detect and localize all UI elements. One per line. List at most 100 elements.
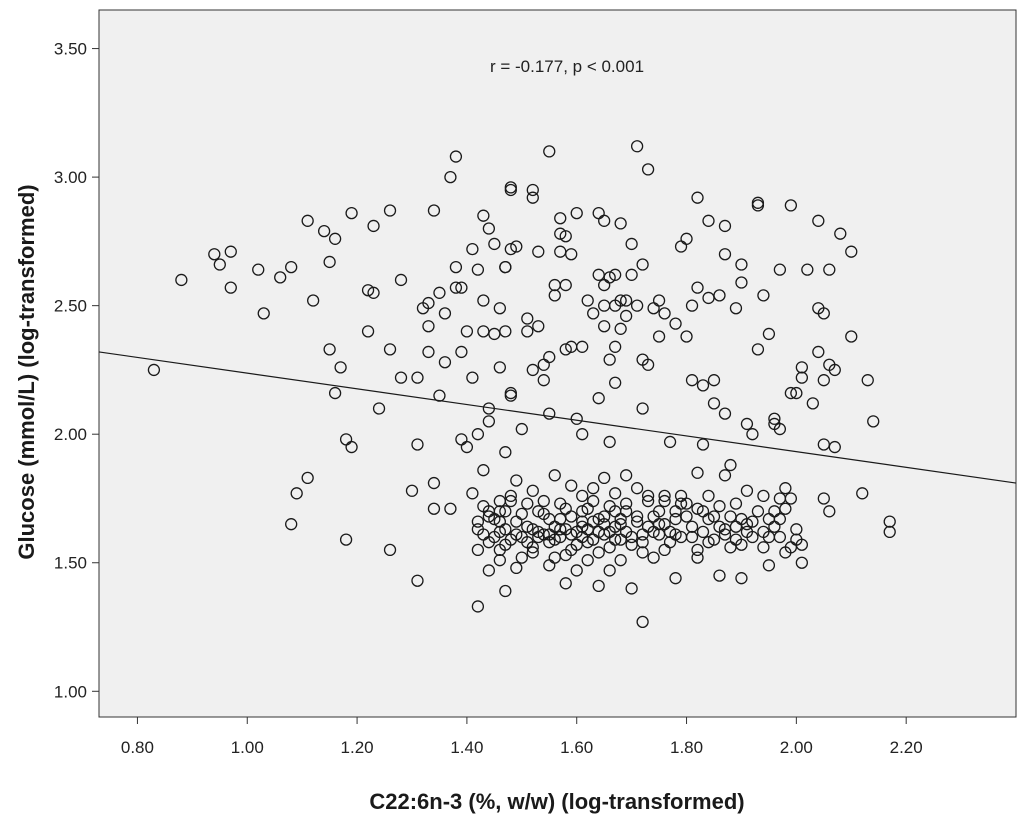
plot-area bbox=[98, 9, 1017, 718]
data-point bbox=[576, 505, 589, 518]
data-point bbox=[691, 502, 704, 515]
data-point bbox=[669, 528, 682, 541]
data-point bbox=[361, 284, 375, 297]
data-point bbox=[603, 271, 616, 284]
data-point bbox=[471, 600, 485, 613]
data-point bbox=[224, 245, 237, 258]
data-point bbox=[614, 217, 627, 230]
data-point bbox=[581, 294, 594, 307]
data-point bbox=[598, 528, 611, 541]
data-point bbox=[455, 281, 468, 294]
data-point bbox=[603, 564, 616, 577]
data-point bbox=[724, 458, 737, 472]
data-point bbox=[493, 554, 506, 567]
data-point bbox=[405, 484, 419, 497]
data-point bbox=[147, 363, 161, 377]
regression-line bbox=[98, 351, 1017, 484]
data-point bbox=[702, 536, 715, 549]
data-point bbox=[609, 376, 622, 389]
data-point bbox=[427, 204, 441, 217]
data-point bbox=[647, 551, 660, 564]
data-point bbox=[477, 294, 490, 307]
data-point bbox=[339, 533, 353, 546]
data-point bbox=[345, 440, 358, 454]
data-point bbox=[614, 512, 627, 526]
data-point bbox=[641, 489, 655, 503]
data-point bbox=[614, 554, 627, 567]
data-point bbox=[383, 343, 397, 356]
data-point bbox=[696, 438, 710, 451]
data-point bbox=[834, 227, 847, 240]
data-point bbox=[669, 317, 682, 330]
data-point bbox=[422, 320, 435, 333]
data-point bbox=[784, 199, 798, 212]
data-point bbox=[438, 307, 452, 320]
data-point bbox=[729, 302, 743, 315]
data-point bbox=[482, 564, 496, 577]
data-point bbox=[828, 440, 841, 454]
data-point bbox=[773, 263, 787, 276]
data-point bbox=[707, 397, 721, 410]
data-point bbox=[685, 374, 699, 387]
data-point bbox=[691, 466, 704, 479]
data-point bbox=[707, 533, 721, 546]
data-point bbox=[526, 191, 539, 204]
data-point bbox=[565, 528, 578, 541]
data-point bbox=[301, 214, 314, 227]
data-point bbox=[812, 345, 825, 359]
data-point bbox=[559, 278, 572, 292]
data-point bbox=[576, 489, 589, 503]
data-point bbox=[372, 402, 386, 415]
y-tick-label: 2.50 bbox=[54, 297, 87, 316]
data-point bbox=[806, 397, 819, 410]
data-point bbox=[537, 528, 550, 541]
data-point bbox=[323, 255, 336, 269]
data-point bbox=[482, 510, 496, 523]
data-point bbox=[707, 510, 721, 523]
data-point bbox=[603, 353, 616, 366]
data-point bbox=[559, 230, 572, 243]
data-point bbox=[433, 286, 446, 299]
data-point bbox=[493, 494, 506, 508]
x-tick-label: 0.80 bbox=[121, 738, 154, 757]
data-point bbox=[817, 492, 830, 505]
data-point bbox=[449, 281, 463, 294]
data-point bbox=[532, 245, 545, 258]
data-point bbox=[823, 263, 836, 276]
data-point bbox=[367, 286, 380, 299]
data-point bbox=[641, 494, 655, 508]
data-point bbox=[526, 363, 539, 377]
data-point bbox=[411, 371, 424, 384]
data-point bbox=[290, 487, 303, 500]
data-point bbox=[504, 389, 517, 402]
annotation-text: r = -0.177, p < 0.001 bbox=[490, 57, 644, 76]
y-tick-label: 3.00 bbox=[54, 168, 87, 187]
x-tick-label: 1.40 bbox=[450, 738, 483, 757]
data-point bbox=[306, 294, 320, 307]
data-point bbox=[691, 551, 704, 564]
data-point bbox=[630, 140, 644, 153]
data-point bbox=[658, 489, 671, 503]
data-point bbox=[334, 361, 347, 374]
data-point bbox=[554, 523, 567, 536]
data-point bbox=[427, 476, 441, 490]
data-point bbox=[762, 559, 776, 572]
data-point bbox=[812, 214, 825, 227]
data-point bbox=[543, 350, 556, 364]
data-point bbox=[554, 227, 567, 240]
data-point bbox=[466, 371, 479, 384]
x-tick-label: 1.20 bbox=[341, 738, 374, 757]
data-point bbox=[587, 307, 600, 320]
data-point bbox=[790, 523, 803, 536]
data-point bbox=[323, 343, 336, 356]
data-point bbox=[636, 258, 649, 271]
data-point bbox=[345, 206, 358, 220]
data-point bbox=[581, 523, 594, 536]
data-point bbox=[773, 422, 787, 436]
tick-layer: 0.80 1.00 1.20 1.40 1.60 1.80 2.00 2.20 1.00 1.50… bbox=[54, 40, 923, 757]
data-point bbox=[477, 464, 490, 477]
data-point bbox=[526, 546, 539, 559]
data-point bbox=[603, 500, 616, 513]
data-point bbox=[570, 412, 583, 425]
data-point bbox=[554, 512, 567, 526]
